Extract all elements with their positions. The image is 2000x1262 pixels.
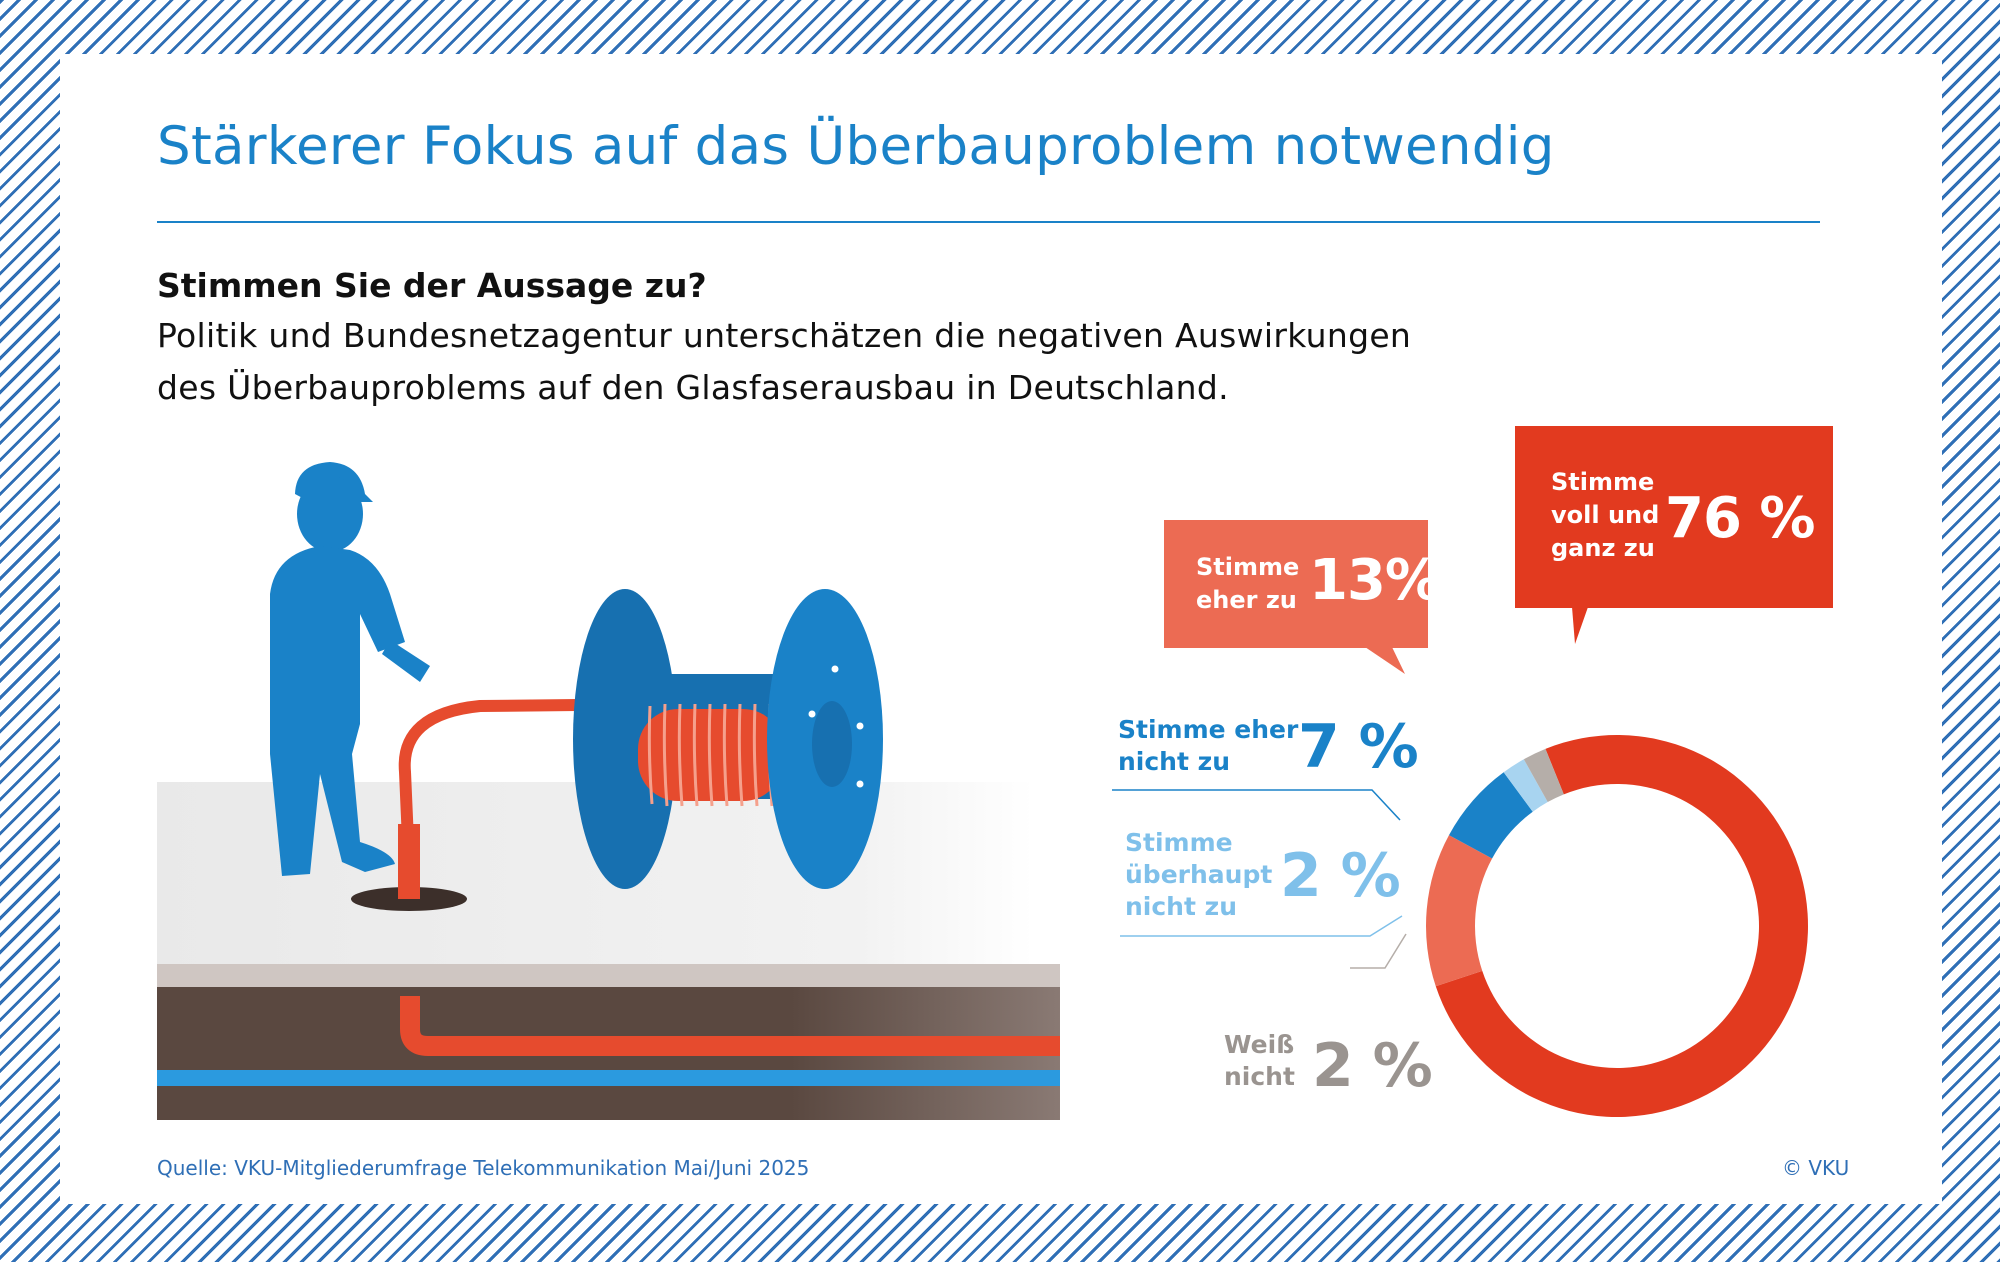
callout-13-pointer — [1365, 647, 1405, 674]
connector-7 — [1112, 789, 1401, 821]
statement-line-2: des Überbauproblems auf den Glasfaseraus… — [157, 368, 1229, 407]
survey-question: Stimmen Sie der Aussage zu? — [157, 266, 707, 305]
label-ueberhaupt-nicht-zu: Stimme überhaupt nicht zu 2 % — [1125, 827, 1401, 923]
label-2b-percent: 2 % — [1312, 1031, 1433, 1101]
page-title: Stärkerer Fokus auf das Überbauproblem n… — [157, 116, 1555, 177]
laying-cable — [398, 698, 671, 865]
callout-76-percent: 76 % — [1665, 486, 1816, 551]
callout-eher-zu: Stimme eher zu 13% — [1164, 520, 1441, 648]
donut-segments — [1426, 735, 1808, 1118]
callout-76-label-2: voll und — [1551, 501, 1660, 529]
label-7-text-1: Stimme eher — [1118, 715, 1299, 744]
existing-cable — [157, 1070, 1060, 1086]
connector-lines — [1112, 789, 1407, 969]
label-2b-text-2: nicht — [1224, 1062, 1295, 1091]
label-eher-nicht-zu: Stimme eher nicht zu 7 % — [1118, 712, 1419, 782]
title-divider — [157, 221, 1820, 223]
callout-76-label-3: ganz zu — [1551, 534, 1655, 562]
buried-fiber-cable — [400, 996, 1060, 1056]
callout-13-label-1: Stimme — [1196, 553, 1300, 581]
label-2a-text-2: überhaupt — [1125, 860, 1273, 889]
label-2b-text-1: Weiß — [1224, 1030, 1295, 1059]
label-7-percent: 7 % — [1298, 712, 1419, 782]
statement-line-1: Politik und Bundesnetzagentur unterschät… — [157, 316, 1412, 355]
callout-76-pointer — [1572, 607, 1588, 644]
cable-laying-illustration — [157, 462, 1060, 1120]
label-7-text-2: nicht zu — [1118, 747, 1230, 776]
label-2a-percent: 2 % — [1280, 841, 1401, 911]
callout-76-label-1: Stimme — [1551, 468, 1655, 496]
connector-2-weiss — [1350, 933, 1407, 969]
cable-drum-icon — [573, 589, 883, 889]
slice-ueberhaupt-nicht — [1503, 759, 1548, 812]
source-note: Quelle: VKU-Mitgliederumfrage Telekommun… — [157, 1156, 810, 1180]
label-2a-text-3: nicht zu — [1125, 892, 1237, 921]
copyright-note: © VKU — [1782, 1156, 1850, 1180]
connector-2-ueberhaupt — [1120, 915, 1403, 937]
slice-weiss-nicht — [1523, 748, 1564, 803]
slice-eher-nicht — [1448, 772, 1533, 859]
label-2a-text-1: Stimme — [1125, 828, 1233, 857]
slice-eher — [1426, 835, 1493, 987]
worker-icon — [270, 462, 430, 876]
callout-voll-und-ganz: Stimme voll und ganz zu 76 % — [1515, 426, 1833, 608]
donut-chart — [1112, 607, 1808, 1118]
infographic-card: Stärkerer Fokus auf das Überbauproblem n… — [60, 54, 1942, 1204]
ground-top-layer — [157, 964, 1060, 987]
label-weiss-nicht: Weiß nicht 2 % — [1224, 1029, 1433, 1101]
cable-guide-tube — [398, 824, 420, 899]
callout-13-percent: 13% — [1309, 548, 1441, 613]
callout-13-label-2: eher zu — [1196, 586, 1297, 614]
